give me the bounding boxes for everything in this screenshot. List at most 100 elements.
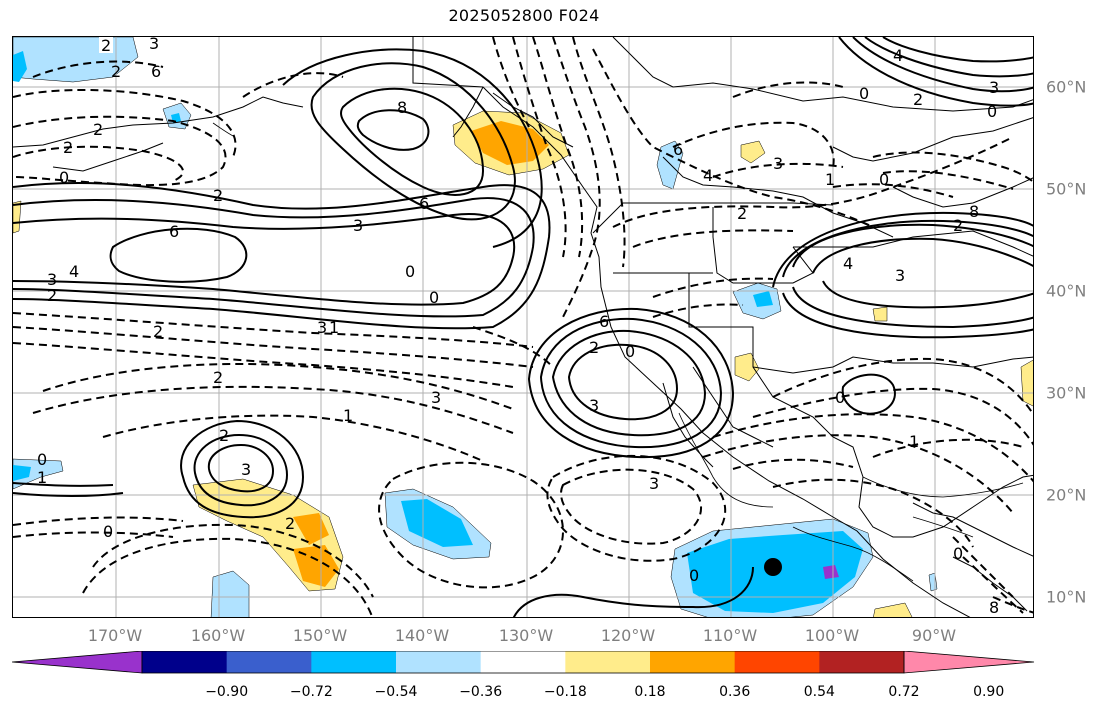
contour-label: 3 [353, 216, 363, 235]
contour-label: 3 [895, 266, 905, 285]
coast-detail [212, 122, 1024, 582]
colorbar-bin [480, 651, 566, 673]
contour-label: 6 [599, 312, 609, 331]
contour-label: 1 [343, 406, 353, 425]
contour-label: 0 [689, 566, 699, 585]
contour-label: 0 [987, 102, 997, 121]
map-panel: 2 3 2 6 2 2 0 6 4 3 2 2 8 6 3 0 0 2 3 1 … [12, 36, 1034, 618]
contour-label: 3 [773, 154, 783, 173]
contours-solid [13, 37, 1033, 617]
contour-label: 4 [893, 46, 903, 65]
colorbar-tick-label: −0.54 [374, 684, 418, 700]
contour-label: 8 [989, 598, 999, 617]
contour-label: 4 [843, 254, 853, 273]
contour-label: 2 [111, 62, 121, 81]
contour-label: 6 [151, 62, 161, 81]
colorbar-bins [12, 651, 1035, 674]
colorbar [12, 651, 1035, 674]
location-marker [764, 558, 782, 576]
contour-label: 6 [169, 222, 179, 241]
contour-label: 2 [93, 120, 103, 139]
contour-label: 3 [589, 396, 599, 415]
colorbar-bin [12, 651, 143, 674]
shade-orange-gulf-alaska [471, 121, 549, 165]
contour-label: 4 [703, 166, 713, 185]
contour-label: 3 [241, 460, 251, 479]
contour-label: 2 [589, 338, 599, 357]
colorbar-bin [226, 651, 312, 673]
contour-label: 3 [47, 270, 57, 289]
contour-label: 4 [69, 262, 79, 281]
colorbar-bin [903, 651, 1035, 674]
contour-label: 3 [149, 37, 159, 53]
contour-label: 3 [989, 78, 999, 97]
contour-label: 2 [47, 286, 57, 305]
lon-label-120w: 120°W [600, 626, 656, 645]
contour-label: 0 [103, 522, 113, 541]
shade-blue-northwest-core [13, 51, 27, 82]
map-canvas: 2 3 2 6 2 2 0 6 4 3 2 2 8 6 3 0 0 2 3 1 … [13, 37, 1033, 617]
contour-label: 3 [649, 474, 659, 493]
contour-label: 6 [673, 140, 683, 159]
lat-label-50n: 50°N [1046, 179, 1087, 199]
colorbar-tick-label: 0.90 [973, 684, 1005, 700]
contour-label: 2 [63, 138, 73, 157]
colorbar-bin [142, 651, 228, 673]
lat-label-20n: 20°N [1046, 485, 1087, 505]
contour-label: 0 [429, 288, 439, 307]
contour-label: 0 [953, 544, 963, 563]
colorbar-bin [565, 651, 651, 673]
contour-label: 3 [431, 388, 441, 407]
lat-label-60n: 60°N [1046, 77, 1087, 97]
colorbar-tick-label: −0.72 [289, 684, 333, 700]
lat-label-40n: 40°N [1046, 281, 1087, 301]
contour-label: 1 [825, 170, 835, 189]
colorbar-bin [819, 651, 905, 673]
contour-label: 2 [285, 514, 295, 533]
shading-negative [13, 37, 938, 617]
contour-labels: 2 3 2 6 2 2 0 6 4 3 2 2 8 6 3 0 0 2 3 1 … [37, 37, 999, 617]
shade-orange-hawaii-band [293, 513, 329, 545]
contour-label: 0 [59, 168, 69, 187]
contours-dashed [13, 37, 1033, 617]
contour-label: 1 [909, 432, 919, 451]
lon-label-90w: 90°W [911, 626, 957, 645]
coastlines [13, 37, 1033, 617]
contour-label: 8 [969, 202, 979, 221]
contour-label: 2 [213, 186, 223, 205]
contour-label: 2 [953, 216, 963, 235]
colorbar-tick-label: 0.36 [719, 684, 751, 700]
shade-purple-spot [823, 565, 839, 579]
lat-label-10n: 10°N [1046, 587, 1087, 607]
shade-blue-south-small [210, 570, 250, 617]
contour-label: 6 [419, 194, 429, 213]
lon-label-100w: 100°W [804, 626, 860, 645]
contour-label: 2 [737, 204, 747, 223]
contour-label: 0 [37, 450, 47, 469]
contour-label: 1 [37, 468, 47, 487]
contour-label: 8 [397, 98, 407, 117]
colorbar-tick-label: −0.90 [205, 684, 249, 700]
contour-label: 0 [859, 84, 869, 103]
contour-label: 3 [317, 318, 327, 337]
lon-label-110w: 110°W [702, 626, 758, 645]
colorbar-tick-label: 0.54 [803, 684, 835, 700]
colorbar-tick-label: 0.18 [634, 684, 666, 700]
contour-label: 2 [153, 322, 163, 341]
contour-label: 2 [101, 37, 111, 55]
contour-label: 0 [405, 262, 415, 281]
lon-label-160w: 160°W [190, 626, 246, 645]
lat-label-30n: 30°N [1046, 383, 1087, 403]
colorbar-tick-label: −0.18 [543, 684, 587, 700]
lon-label-140w: 140°W [394, 626, 450, 645]
contour-label: 1 [329, 318, 339, 337]
gridlines [13, 37, 1033, 617]
contour-label: 0 [835, 388, 845, 407]
contour-label: 2 [219, 426, 229, 445]
colorbar-bin [396, 651, 482, 673]
colorbar-bin [311, 651, 397, 673]
contour-label: 0 [625, 342, 635, 361]
map-title: 2025052800 F024 [448, 6, 600, 25]
lon-label-130w: 130°W [498, 626, 554, 645]
lon-label-170w: 170°W [87, 626, 143, 645]
